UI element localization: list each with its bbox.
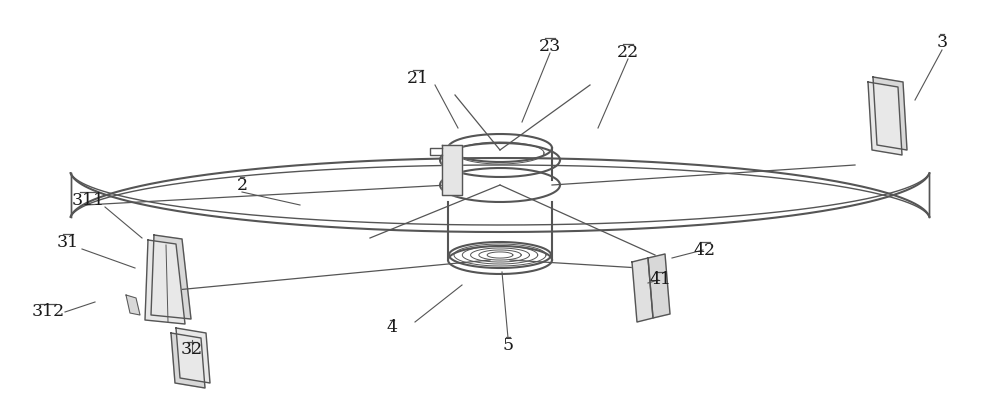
Text: 5: 5 — [502, 337, 514, 354]
Text: 312: 312 — [31, 303, 65, 320]
Text: 4: 4 — [387, 320, 398, 337]
Text: 32: 32 — [181, 341, 203, 358]
Polygon shape — [442, 145, 462, 195]
Polygon shape — [171, 333, 205, 388]
Polygon shape — [632, 258, 653, 322]
Polygon shape — [145, 240, 185, 324]
Polygon shape — [868, 82, 902, 155]
Polygon shape — [648, 254, 670, 318]
Polygon shape — [151, 235, 191, 319]
Text: 3: 3 — [936, 34, 948, 51]
Text: 22: 22 — [617, 44, 639, 61]
Text: 311: 311 — [71, 192, 105, 209]
Polygon shape — [126, 295, 140, 315]
Text: 23: 23 — [539, 38, 561, 55]
Text: 2: 2 — [236, 177, 248, 194]
Text: 42: 42 — [694, 242, 716, 259]
Text: 31: 31 — [57, 234, 79, 251]
Polygon shape — [873, 77, 907, 150]
Text: 21: 21 — [407, 70, 429, 86]
Polygon shape — [176, 328, 210, 383]
Text: 41: 41 — [649, 272, 671, 289]
